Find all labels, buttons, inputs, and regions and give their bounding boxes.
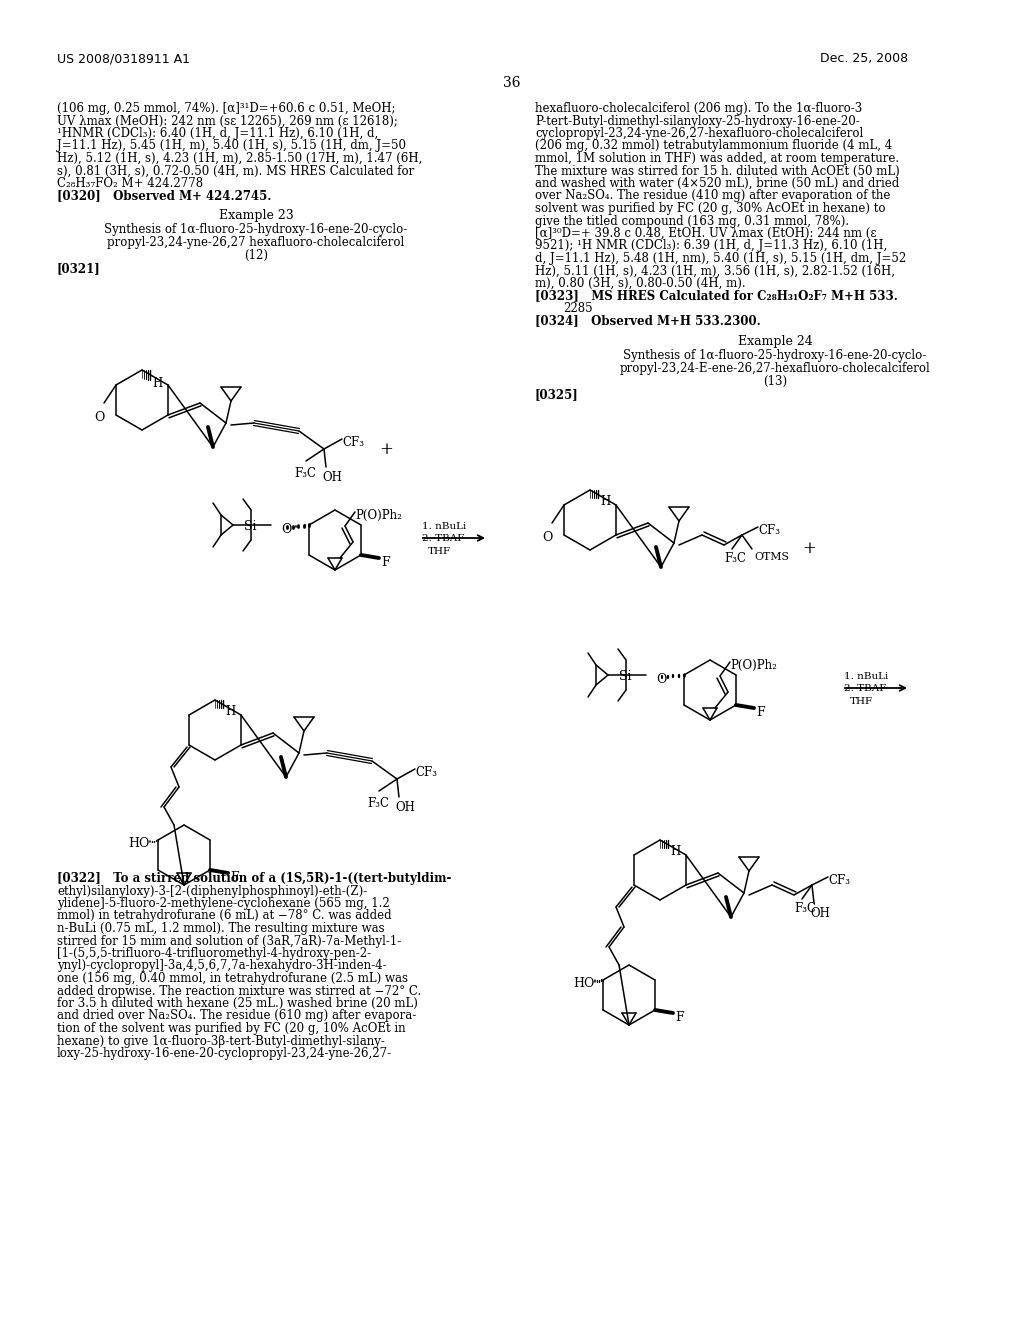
Text: O: O [281, 523, 292, 536]
Text: +: + [379, 441, 393, 458]
Text: stirred for 15 mim and solution of (3aR,7aR)-7a-Methyl-1-: stirred for 15 mim and solution of (3aR,… [57, 935, 401, 948]
Text: Example 23: Example 23 [219, 209, 293, 222]
Text: Hz), 5.11 (1H, s), 4.23 (1H, m), 3.56 (1H, s), 2.82-1.52 (16H,: Hz), 5.11 (1H, s), 4.23 (1H, m), 3.56 (1… [535, 264, 895, 277]
Text: give the titled compound (163 mg, 0.31 mmol, 78%).: give the titled compound (163 mg, 0.31 m… [535, 214, 849, 227]
Text: propyl-23,24-E-ene-26,27-hexafluoro-cholecalciferol: propyl-23,24-E-ene-26,27-hexafluoro-chol… [620, 362, 931, 375]
Text: loxy-25-hydroxy-16-ene-20-cyclopropyl-23,24-yne-26,27-: loxy-25-hydroxy-16-ene-20-cyclopropyl-23… [57, 1047, 392, 1060]
Text: F₃C: F₃C [294, 467, 316, 480]
Text: Example 24: Example 24 [737, 334, 812, 347]
Text: O: O [656, 673, 667, 686]
Text: and washed with water (4×520 mL), brine (50 mL) and dried: and washed with water (4×520 mL), brine … [535, 177, 899, 190]
Text: and dried over Na₂SO₄. The residue (610 mg) after evapora-: and dried over Na₂SO₄. The residue (610 … [57, 1010, 416, 1023]
Text: (13): (13) [763, 375, 787, 388]
Text: mmol, 1M solution in THF) was added, at room temperature.: mmol, 1M solution in THF) was added, at … [535, 152, 899, 165]
Text: [0321]: [0321] [57, 263, 100, 276]
Text: P-tert-Butyl-dimethyl-silanyloxy-25-hydroxy-16-ene-20-: P-tert-Butyl-dimethyl-silanyloxy-25-hydr… [535, 115, 860, 128]
Text: n-BuLi (0.75 mL, 1.2 mmol). The resulting mixture was: n-BuLi (0.75 mL, 1.2 mmol). The resultin… [57, 921, 385, 935]
Text: F₃C: F₃C [794, 902, 816, 915]
Text: THF: THF [428, 546, 452, 556]
Text: CF₃: CF₃ [415, 766, 437, 779]
Text: Hz), 5.12 (1H, s), 4.23 (1H, m), 2.85-1.50 (17H, m), 1.47 (6H,: Hz), 5.12 (1H, s), 4.23 (1H, m), 2.85-1.… [57, 152, 422, 165]
Text: +: + [802, 540, 816, 557]
Text: over Na₂SO₄. The residue (410 mg) after evaporation of the: over Na₂SO₄. The residue (410 mg) after … [535, 190, 891, 202]
Text: cyclopropyl-23,24-yne-26,27-hexafluoro-cholecalciferol: cyclopropyl-23,24-yne-26,27-hexafluoro-c… [535, 127, 863, 140]
Text: (206 mg, 0.32 mmol) tetrabutylammonium fluoride (4 mL, 4: (206 mg, 0.32 mmol) tetrabutylammonium f… [535, 140, 892, 153]
Text: HO: HO [573, 977, 594, 990]
Text: J=11.1 Hz), 5.45 (1H, m), 5.40 (1H, s), 5.15 (1H, dm, J=50: J=11.1 Hz), 5.45 (1H, m), 5.40 (1H, s), … [57, 140, 406, 153]
Text: Synthesis of 1α-fluoro-25-hydroxy-16-ene-20-cyclo-: Synthesis of 1α-fluoro-25-hydroxy-16-ene… [624, 350, 927, 363]
Text: F: F [675, 1011, 684, 1024]
Text: H: H [670, 845, 680, 858]
Text: for 3.5 h diluted with hexane (25 mL.) washed brine (20 mL): for 3.5 h diluted with hexane (25 mL.) w… [57, 997, 418, 1010]
Text: 1. nBuLi: 1. nBuLi [422, 521, 466, 531]
Text: 9521); ¹H NMR (CDCl₃): 6.39 (1H, d, J=11.3 Hz), 6.10 (1H,: 9521); ¹H NMR (CDCl₃): 6.39 (1H, d, J=11… [535, 239, 887, 252]
Text: [0325]: [0325] [535, 388, 579, 401]
Text: UV λmax (MeOH): 242 nm (sε 12265), 269 nm (ε 12618);: UV λmax (MeOH): 242 nm (sε 12265), 269 n… [57, 115, 398, 128]
Text: CF₃: CF₃ [758, 524, 780, 537]
Text: hexafluoro-cholecalciferol (206 mg). To the 1α-fluoro-3: hexafluoro-cholecalciferol (206 mg). To … [535, 102, 862, 115]
Text: O: O [94, 411, 104, 424]
Text: F₃C: F₃C [724, 552, 745, 565]
Text: one (156 mg, 0.40 mmol, in tetrahydrofurane (2.5 mL) was: one (156 mg, 0.40 mmol, in tetrahydrofur… [57, 972, 408, 985]
Text: tion of the solvent was purified by FC (20 g, 10% AcOEt in: tion of the solvent was purified by FC (… [57, 1022, 406, 1035]
Text: Si: Si [620, 671, 632, 682]
Text: mmol) in tetrahydrofurane (6 mL) at −78° C. was added: mmol) in tetrahydrofurane (6 mL) at −78°… [57, 909, 391, 923]
Text: ¹HNMR (CDCl₃): 6.40 (1H, d, J=11.1 Hz), 6.10 (1H, d,: ¹HNMR (CDCl₃): 6.40 (1H, d, J=11.1 Hz), … [57, 127, 378, 140]
Text: solvent was purified by FC (20 g, 30% AcOEt in hexane) to: solvent was purified by FC (20 g, 30% Ac… [535, 202, 886, 215]
Text: ylidene]-5-fluoro-2-methylene-cyclohexane (565 mg, 1.2: ylidene]-5-fluoro-2-methylene-cyclohexan… [57, 898, 390, 909]
Text: Dec. 25, 2008: Dec. 25, 2008 [820, 51, 908, 65]
Text: OTMS: OTMS [754, 552, 788, 562]
Text: propyl-23,24-yne-26,27 hexafluoro-cholecalciferol: propyl-23,24-yne-26,27 hexafluoro-cholec… [108, 236, 404, 249]
Text: ethyl)silanyloxy)-3-[2-(diphenylphosphinoyl)-eth-(Z)-: ethyl)silanyloxy)-3-[2-(diphenylphosphin… [57, 884, 368, 898]
Text: m), 0.80 (3H, s), 0.80-0.50 (4H, m).: m), 0.80 (3H, s), 0.80-0.50 (4H, m). [535, 277, 745, 290]
Text: F: F [230, 871, 239, 884]
Text: [1-(5,5,5-trifluoro-4-trifluoromethyl-4-hydroxy-pen-2-: [1-(5,5,5-trifluoro-4-trifluoromethyl-4-… [57, 946, 371, 960]
Text: 2. TBAF: 2. TBAF [844, 684, 887, 693]
Text: [0324]   Observed M+H 533.2300.: [0324] Observed M+H 533.2300. [535, 314, 761, 327]
Text: P(O)Ph₂: P(O)Ph₂ [730, 659, 777, 672]
Text: [0322]   To a stirred solution of a (1S,5R)-1-((tert-butyldim-: [0322] To a stirred solution of a (1S,5R… [57, 873, 452, 884]
Text: (106 mg, 0.25 mmol, 74%). [α]³¹D=+60.6 c 0.51, MeOH;: (106 mg, 0.25 mmol, 74%). [α]³¹D=+60.6 c… [57, 102, 395, 115]
Text: added dropwise. The reaction mixture was stirred at −72° C.: added dropwise. The reaction mixture was… [57, 985, 421, 998]
Text: OH: OH [395, 801, 415, 814]
Text: C₂₈H₃₇FO₂ M+ 424.2778: C₂₈H₃₇FO₂ M+ 424.2778 [57, 177, 203, 190]
Text: H: H [600, 495, 610, 508]
Text: F: F [756, 706, 765, 719]
Text: d, J=11.1 Hz), 5.48 (1H, nm), 5.40 (1H, s), 5.15 (1H, dm, J=52: d, J=11.1 Hz), 5.48 (1H, nm), 5.40 (1H, … [535, 252, 906, 265]
Text: The mixture was stirred for 15 h. diluted with AcOEt (50 mL): The mixture was stirred for 15 h. dilute… [535, 165, 900, 177]
Text: CF₃: CF₃ [828, 874, 850, 887]
Text: HO: HO [128, 837, 150, 850]
Text: F: F [381, 556, 389, 569]
Text: 36: 36 [503, 77, 521, 90]
Text: Si: Si [244, 520, 257, 533]
Text: 1. nBuLi: 1. nBuLi [844, 672, 888, 681]
Text: F₃C: F₃C [367, 797, 389, 810]
Text: hexane) to give 1α-fluoro-3β-tert-Butyl-dimethyl-silany-: hexane) to give 1α-fluoro-3β-tert-Butyl-… [57, 1035, 385, 1048]
Text: H: H [152, 378, 162, 389]
Text: H: H [225, 705, 236, 718]
Text: [0320]   Observed M+ 424.2745.: [0320] Observed M+ 424.2745. [57, 190, 271, 202]
Text: [0323]   MS HRES Calculated for C₂₈H₃₁O₂F₇ M+H 533.: [0323] MS HRES Calculated for C₂₈H₃₁O₂F₇… [535, 289, 898, 302]
Text: OH: OH [322, 471, 342, 484]
Text: THF: THF [850, 697, 873, 706]
Text: OH: OH [810, 907, 829, 920]
Text: [α]³⁰D=+ 39.8 c 0.48, EtOH. UV λmax (EtOH): 244 nm (ε: [α]³⁰D=+ 39.8 c 0.48, EtOH. UV λmax (EtO… [535, 227, 877, 240]
Text: Synthesis of 1α-fluoro-25-hydroxy-16-ene-20-cyclo-: Synthesis of 1α-fluoro-25-hydroxy-16-ene… [104, 223, 408, 236]
Text: US 2008/0318911 A1: US 2008/0318911 A1 [57, 51, 190, 65]
Text: 2. TBAF: 2. TBAF [422, 535, 464, 543]
Text: O: O [542, 531, 552, 544]
Text: ynyl)-cyclopropyl]-3a,4,5,6,7,7a-hexahydro-3H-inden-4-: ynyl)-cyclopropyl]-3a,4,5,6,7,7a-hexahyd… [57, 960, 387, 973]
Text: 2285: 2285 [563, 302, 593, 315]
Text: CF₃: CF₃ [342, 436, 364, 449]
Text: s), 0.81 (3H, s), 0.72-0.50 (4H, m). MS HRES Calculated for: s), 0.81 (3H, s), 0.72-0.50 (4H, m). MS … [57, 165, 415, 177]
Text: P(O)Ph₂: P(O)Ph₂ [355, 510, 401, 521]
Text: (12): (12) [244, 248, 268, 261]
